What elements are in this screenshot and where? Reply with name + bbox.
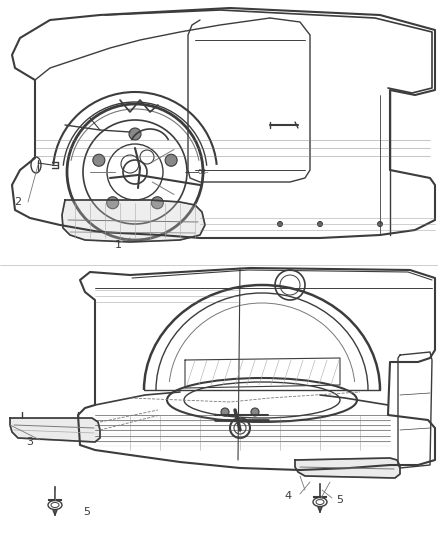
Polygon shape [62,200,205,242]
Text: 5: 5 [84,507,91,517]
Text: 1: 1 [114,240,121,250]
Text: 2: 2 [14,197,21,207]
Polygon shape [295,458,400,478]
Circle shape [129,128,141,140]
Text: 3: 3 [27,437,33,447]
Text: 08-: 08- [198,169,209,175]
Polygon shape [10,418,100,442]
Circle shape [378,222,382,227]
Text: 4: 4 [284,491,292,501]
Text: 5: 5 [336,495,343,505]
Circle shape [107,197,119,209]
Circle shape [165,154,177,166]
Circle shape [221,408,229,416]
Circle shape [318,222,322,227]
Circle shape [93,154,105,166]
Circle shape [251,408,259,416]
Circle shape [152,197,163,209]
Circle shape [278,222,283,227]
